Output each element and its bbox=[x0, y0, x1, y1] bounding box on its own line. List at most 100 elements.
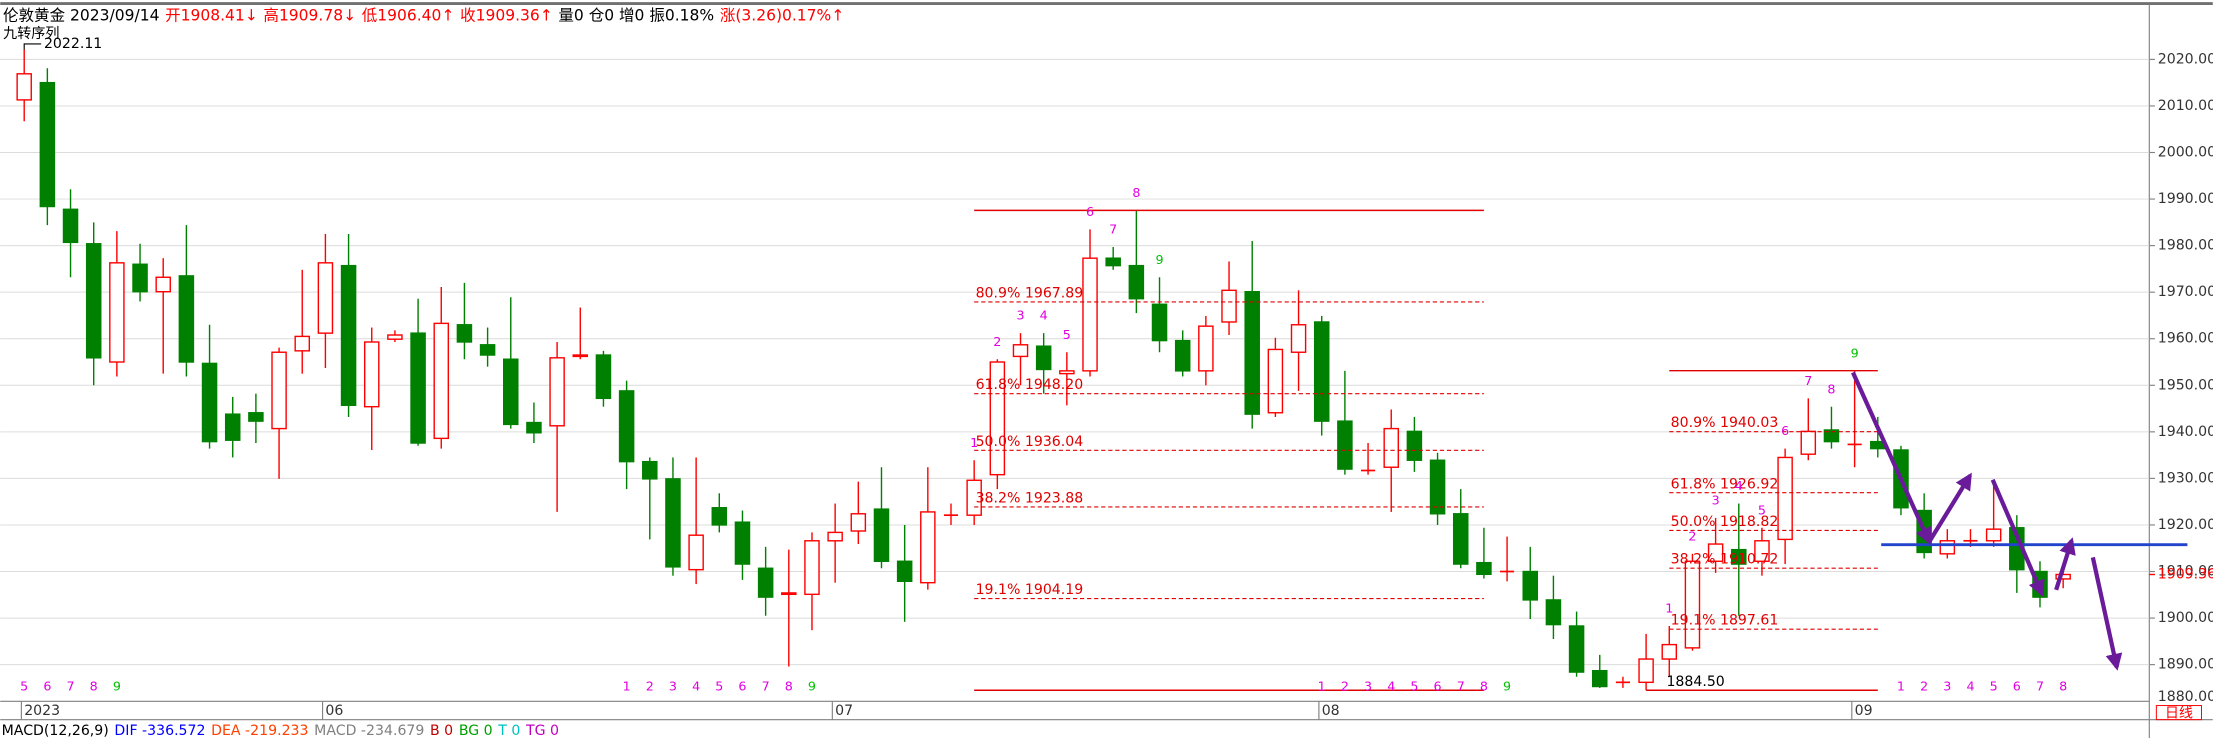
candle-body bbox=[433, 322, 450, 440]
td-count: 3 bbox=[1712, 493, 1720, 508]
candle-body bbox=[1777, 456, 1793, 541]
td-count: 1 bbox=[1318, 679, 1326, 694]
macd-item: MACD(12,26,9) bbox=[2, 723, 109, 738]
td-count: 2 bbox=[646, 679, 654, 694]
macd-legend: MACD(12,26,9) DIF -336.572 DEA -219.233 MAC… bbox=[2, 723, 559, 738]
y-tick-label: 1950.00 bbox=[2158, 377, 2213, 393]
trend-arrow bbox=[1851, 371, 1932, 545]
candle-body bbox=[549, 357, 565, 427]
candle-body bbox=[1707, 543, 1724, 562]
candle-body bbox=[1267, 348, 1284, 414]
candle-body bbox=[410, 332, 426, 444]
td-count: 9 bbox=[113, 679, 121, 694]
td-count: 7 bbox=[1457, 679, 1465, 694]
y-tick-label: 1890.00 bbox=[2158, 657, 2213, 673]
candle-body bbox=[850, 513, 867, 532]
candle-body bbox=[642, 460, 658, 480]
td-count: 9 bbox=[1155, 252, 1163, 267]
candle-body bbox=[572, 354, 589, 358]
last-price-label: 1909.36 bbox=[2158, 566, 2213, 582]
candle-body bbox=[1429, 459, 1446, 515]
fib-level-label: 19.1% 1904.19 bbox=[976, 582, 1084, 598]
td-count: 4 bbox=[1387, 679, 1395, 694]
y-tick-label: 1990.00 bbox=[2158, 191, 2213, 207]
candle-body bbox=[1244, 291, 1260, 415]
trend-arrow bbox=[2090, 556, 2123, 671]
candle-body bbox=[688, 534, 704, 571]
candle-body bbox=[201, 362, 218, 443]
macd-item: TG 0 bbox=[525, 723, 559, 738]
candle-body bbox=[85, 243, 102, 359]
td-count: 4 bbox=[1735, 478, 1743, 493]
candle-body bbox=[1059, 370, 1075, 375]
candle-body bbox=[1012, 344, 1029, 358]
header-item: 涨(3.26)0.17%↑ bbox=[720, 6, 844, 24]
td-count: 6 bbox=[1086, 204, 1094, 219]
x-tick-label: 08 bbox=[1322, 703, 1340, 719]
candle-body bbox=[178, 275, 195, 363]
macd-item: BG 0 bbox=[459, 723, 493, 738]
candle-body bbox=[827, 531, 843, 542]
td-count: 2 bbox=[1920, 679, 1928, 694]
y-tick-label: 2020.00 bbox=[2158, 51, 2213, 67]
candle-body bbox=[1406, 430, 1423, 461]
td-count: 5 bbox=[1063, 327, 1071, 342]
y-tick-label: 1940.00 bbox=[2158, 424, 2213, 440]
candle-body bbox=[989, 361, 1006, 476]
td-count: 6 bbox=[43, 679, 51, 694]
td-count: 7 bbox=[1804, 373, 1812, 388]
candle-body bbox=[1035, 345, 1052, 371]
td-count: 6 bbox=[2013, 679, 2021, 694]
fib-level-label: 50.0% 1936.04 bbox=[976, 434, 1084, 450]
header-item: 低1906.40↑ bbox=[362, 6, 455, 24]
candle-body bbox=[526, 421, 542, 434]
candle-body bbox=[920, 511, 936, 584]
candle-body bbox=[479, 344, 496, 356]
candle-body bbox=[1313, 321, 1330, 422]
candle-body bbox=[1638, 658, 1654, 684]
td-count: 8 bbox=[1132, 185, 1140, 200]
td-count: 1 bbox=[623, 679, 631, 694]
td-count: 5 bbox=[1758, 502, 1766, 517]
candle-body bbox=[1174, 339, 1191, 372]
candle-body bbox=[109, 262, 125, 363]
candle-body bbox=[896, 560, 913, 582]
candle-body bbox=[503, 358, 519, 426]
td-count: 6 bbox=[1781, 423, 1789, 438]
candle-body bbox=[618, 390, 635, 463]
header-item: 高1909.78↓ bbox=[263, 6, 356, 24]
y-tick-label: 1910.00 bbox=[2158, 564, 2213, 580]
td-count: 2 bbox=[993, 334, 1001, 349]
td-count: 8 bbox=[2059, 679, 2067, 694]
candle-body bbox=[1337, 420, 1353, 470]
fib-level-label: 80.9% 1967.89 bbox=[976, 286, 1084, 302]
header-item: 收1909.36↑ bbox=[460, 6, 553, 24]
macd-item: DEA -219.233 bbox=[211, 723, 308, 738]
td-count: 1 bbox=[1665, 601, 1673, 616]
td-count: 3 bbox=[1364, 679, 1372, 694]
trend-arrow bbox=[2054, 537, 2076, 591]
trend-arrow bbox=[1990, 478, 2045, 598]
header: 伦敦黄金 2023/09/14 开1908.41↓ 高1909.78↓ 低1906.4… bbox=[3, 6, 844, 24]
plot: 2022.11 80.9% 1967.89 61.8% 1948.20 50.0% 1… bbox=[16, 36, 2213, 694]
td-count: 4 bbox=[1966, 679, 1974, 694]
candle-body bbox=[271, 351, 287, 430]
td-count: 7 bbox=[66, 679, 74, 694]
x-tick-label: 07 bbox=[835, 703, 853, 719]
candle-body bbox=[757, 567, 774, 598]
td-count: 5 bbox=[715, 679, 723, 694]
macd-item: DIF -336.572 bbox=[114, 723, 205, 738]
fib-level-label: 50.0% 1918.82 bbox=[1671, 514, 1779, 530]
td-count: 9 bbox=[1503, 679, 1511, 694]
candle-body bbox=[1198, 325, 1214, 372]
y-tick-label: 1920.00 bbox=[2158, 517, 2213, 533]
td-count: 8 bbox=[90, 679, 98, 694]
fib-level-label: 61.8% 1948.20 bbox=[976, 377, 1084, 393]
candle-body bbox=[1221, 289, 1237, 323]
td-count: 7 bbox=[2036, 679, 2044, 694]
x-tick-label: 2023 bbox=[24, 703, 60, 719]
candle-body bbox=[1151, 303, 1168, 342]
y-tick-label: 1930.00 bbox=[2158, 470, 2213, 486]
header-item: 开1908.41↓ bbox=[165, 6, 258, 24]
